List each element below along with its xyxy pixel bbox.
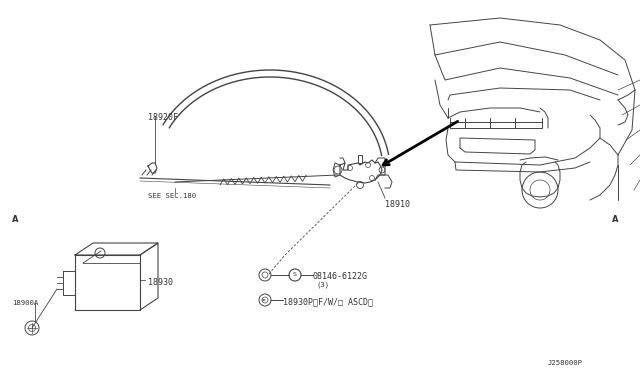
Text: 18900A: 18900A — [12, 300, 38, 306]
Text: 08146-6122G: 08146-6122G — [313, 272, 368, 281]
Text: A: A — [612, 215, 618, 224]
Text: A: A — [12, 215, 19, 224]
Text: J258000P: J258000P — [548, 360, 583, 366]
Text: 18910: 18910 — [385, 200, 410, 209]
Text: S: S — [293, 273, 297, 278]
Text: 18920F: 18920F — [148, 113, 178, 122]
Text: (3): (3) — [317, 282, 330, 289]
Text: SEE SEC.180: SEE SEC.180 — [148, 193, 196, 199]
Text: 18930P〈F/W/□ ASCD〉: 18930P〈F/W/□ ASCD〉 — [283, 297, 373, 306]
Text: 18930: 18930 — [148, 278, 173, 287]
